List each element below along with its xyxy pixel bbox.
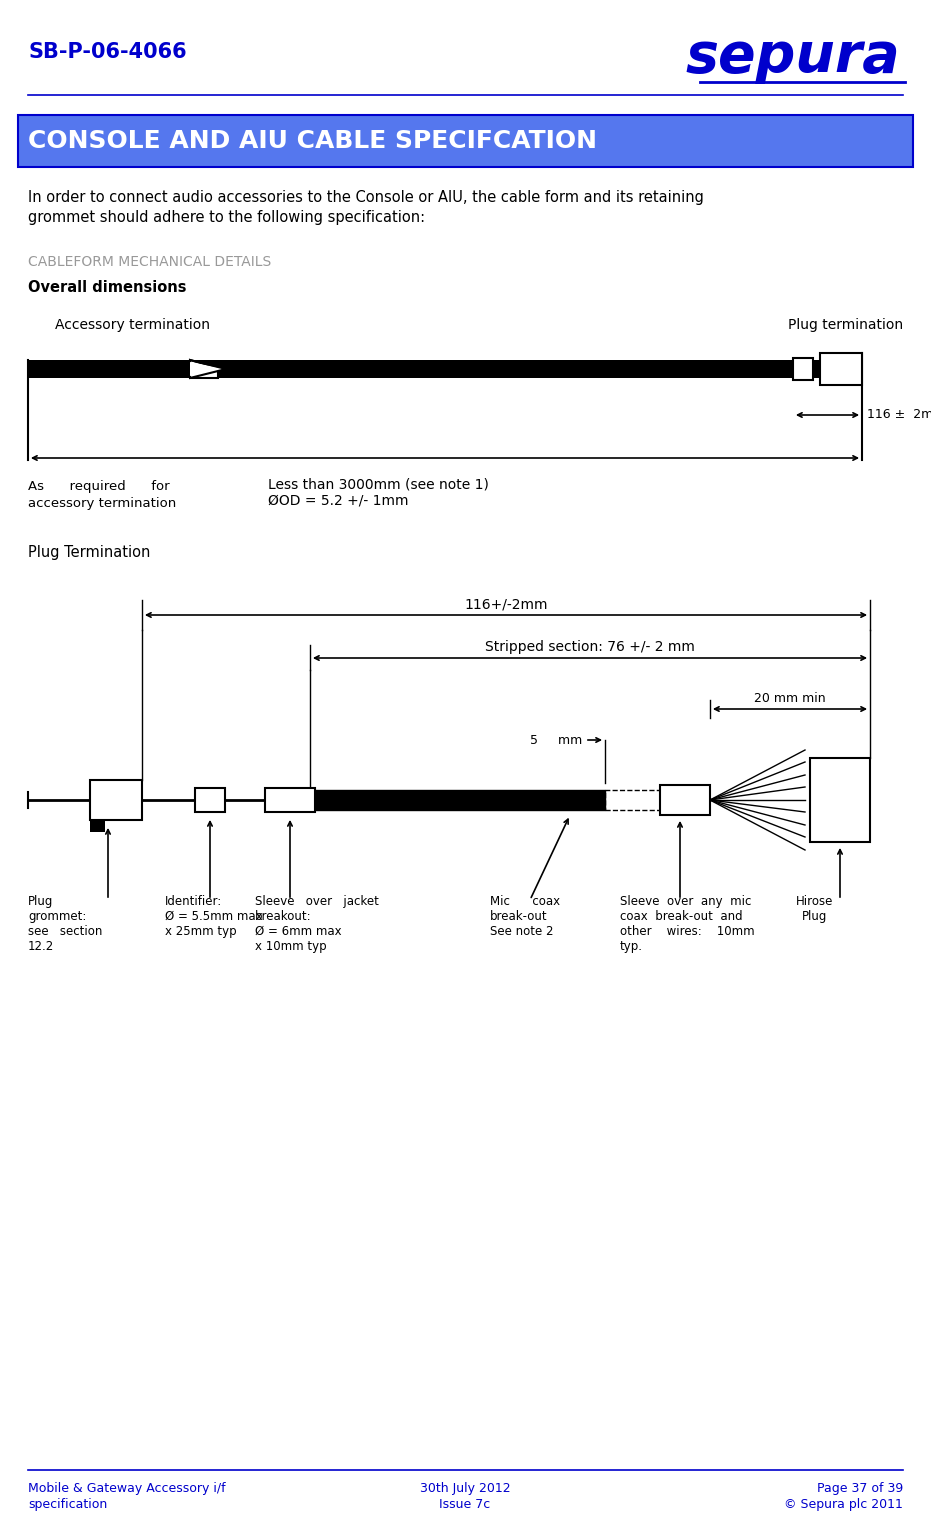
- Text: Plug
grommet:
see   section
12.2: Plug grommet: see section 12.2: [28, 895, 102, 953]
- Text: 116+/-2mm: 116+/-2mm: [465, 597, 547, 611]
- Bar: [496, 791, 533, 810]
- Text: Stripped section: 76 +/- 2 mm: Stripped section: 76 +/- 2 mm: [485, 640, 695, 654]
- Bar: [820, 352, 862, 385]
- Text: CABLEFORM MECHANICAL DETAILS: CABLEFORM MECHANICAL DETAILS: [28, 254, 271, 270]
- Text: 116 ±  2mm: 116 ± 2mm: [867, 409, 931, 421]
- Bar: [315, 791, 605, 810]
- Text: accessory termination: accessory termination: [28, 496, 176, 510]
- Polygon shape: [190, 360, 218, 378]
- Text: Mobile & Gateway Accessory i/f: Mobile & Gateway Accessory i/f: [28, 1481, 225, 1495]
- Text: Sleeve  over  any  mic
coax  break-out  and
other    wires:    10mm
typ.: Sleeve over any mic coax break-out and o…: [620, 895, 755, 953]
- Bar: [351, 791, 387, 810]
- Text: grommet should adhere to the following specification:: grommet should adhere to the following s…: [28, 210, 425, 225]
- Text: 20 mm min: 20 mm min: [754, 691, 826, 705]
- Text: Hirose
Plug: Hirose Plug: [796, 895, 833, 922]
- Text: Issue 7c: Issue 7c: [439, 1498, 491, 1511]
- Bar: [460, 791, 496, 810]
- Bar: [793, 358, 813, 380]
- Bar: [810, 758, 870, 843]
- Text: As      required      for: As required for: [28, 480, 169, 493]
- Bar: [424, 791, 460, 810]
- Text: Plug termination: Plug termination: [788, 319, 903, 332]
- Bar: [28, 360, 840, 378]
- Bar: [605, 791, 660, 810]
- Text: Plug Termination: Plug Termination: [28, 545, 151, 561]
- Bar: [195, 787, 225, 812]
- Text: Sleeve   over   jacket
breakout:
Ø = 6mm max
x 10mm typ: Sleeve over jacket breakout: Ø = 6mm max…: [255, 895, 379, 953]
- Polygon shape: [190, 362, 226, 375]
- Polygon shape: [90, 820, 105, 832]
- Bar: [569, 791, 605, 810]
- Bar: [660, 784, 710, 815]
- Bar: [265, 787, 315, 812]
- Text: Mic      coax
break-out
See note 2: Mic coax break-out See note 2: [490, 895, 560, 938]
- Text: Overall dimensions: Overall dimensions: [28, 280, 186, 296]
- Text: © Sepura plc 2011: © Sepura plc 2011: [784, 1498, 903, 1511]
- Text: Less than 3000mm (see note 1): Less than 3000mm (see note 1): [268, 476, 489, 490]
- Text: CONSOLE AND AIU CABLE SPECIFCATION: CONSOLE AND AIU CABLE SPECIFCATION: [28, 129, 597, 153]
- Bar: [18, 115, 913, 167]
- Bar: [387, 791, 424, 810]
- Text: ØOD = 5.2 +/- 1mm: ØOD = 5.2 +/- 1mm: [268, 493, 409, 509]
- Bar: [533, 791, 569, 810]
- Bar: [315, 791, 351, 810]
- Text: SB-P-06-4066: SB-P-06-4066: [28, 41, 186, 61]
- Text: 5     mm: 5 mm: [530, 734, 582, 746]
- Bar: [90, 780, 142, 820]
- Text: Accessory termination: Accessory termination: [55, 319, 210, 332]
- Text: sepura: sepura: [685, 31, 900, 84]
- Text: Identifier:
Ø = 5.5mm max
x 25mm typ: Identifier: Ø = 5.5mm max x 25mm typ: [165, 895, 263, 938]
- Text: In order to connect audio accessories to the Console or AIU, the cable form and : In order to connect audio accessories to…: [28, 190, 704, 205]
- Text: specification: specification: [28, 1498, 107, 1511]
- Text: Page 37 of 39: Page 37 of 39: [816, 1481, 903, 1495]
- Text: 30th July 2012: 30th July 2012: [420, 1481, 510, 1495]
